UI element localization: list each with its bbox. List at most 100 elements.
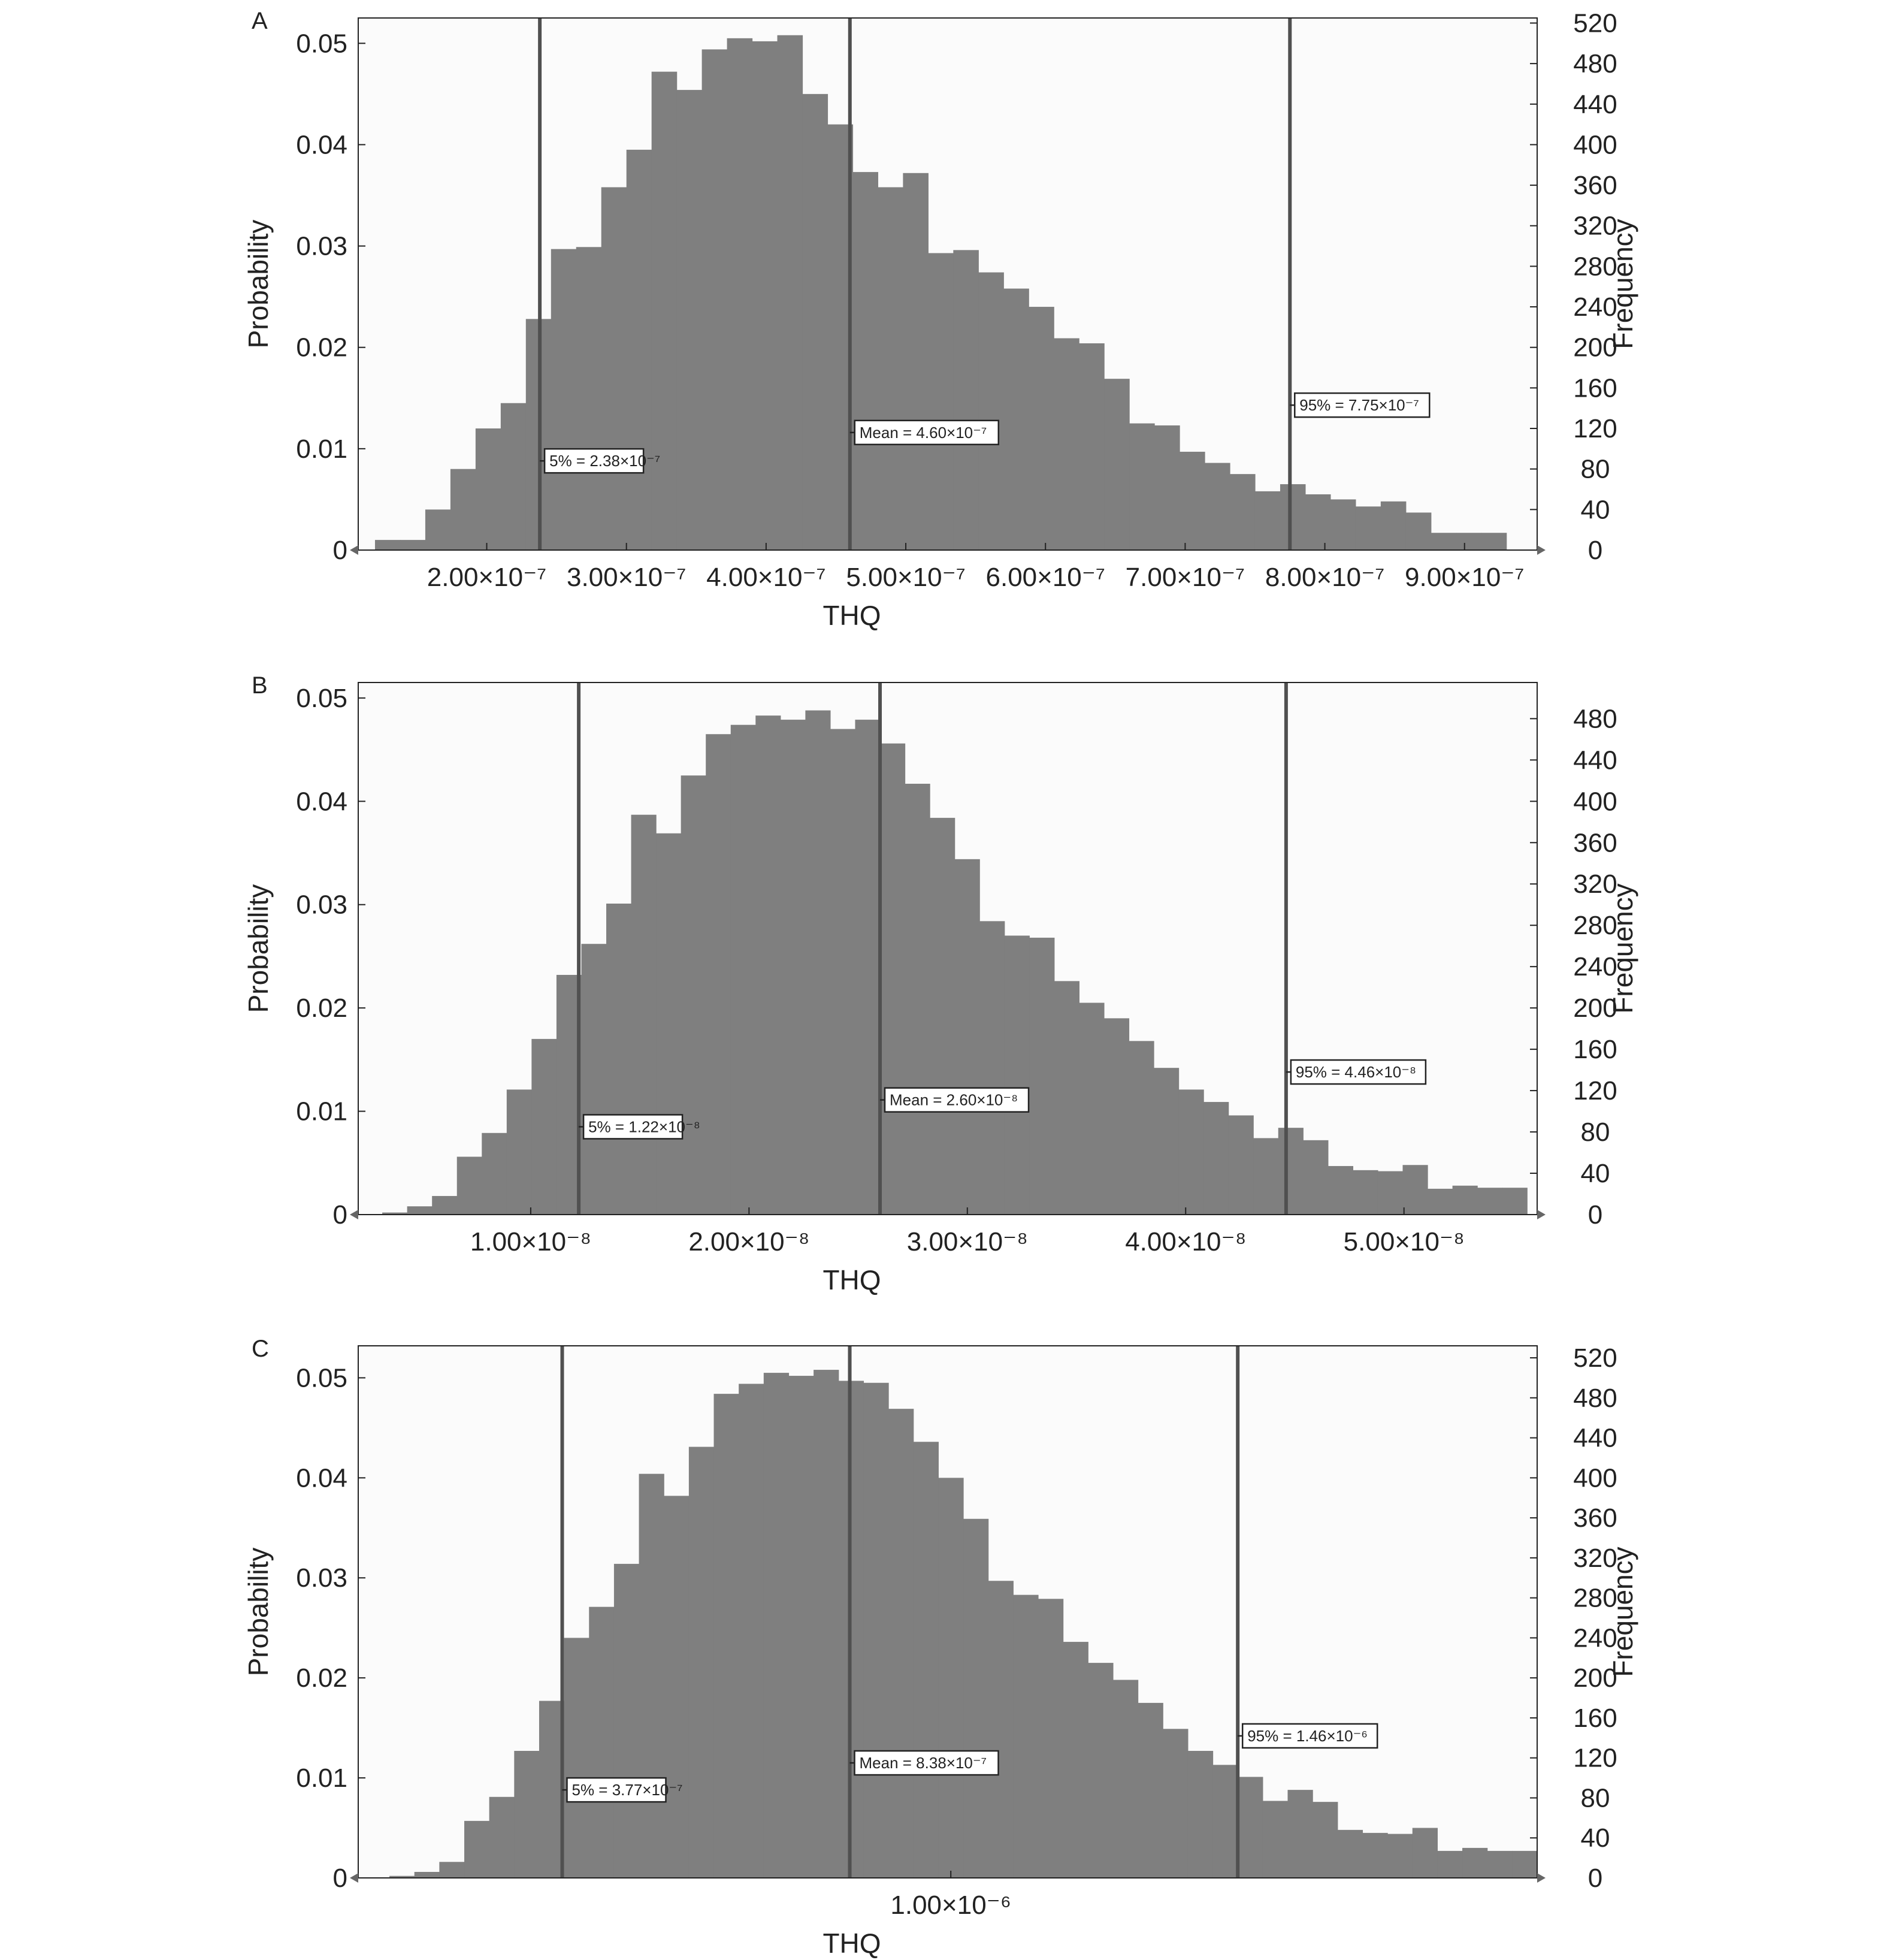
y2-tick-label: 400 bbox=[1573, 1463, 1617, 1493]
y2-tick-label: 440 bbox=[1573, 1424, 1617, 1453]
histogram-bar bbox=[1079, 1002, 1105, 1215]
y-axis-title: Probability bbox=[243, 1548, 274, 1677]
y-tick-label: 0.05 bbox=[296, 1363, 347, 1393]
histogram-bar bbox=[755, 715, 781, 1215]
plot-frame bbox=[358, 1345, 1538, 1879]
histogram-bar bbox=[639, 1473, 664, 1878]
x-tick-label: 3.00×10⁻⁸ bbox=[907, 1227, 1028, 1257]
histogram-bar bbox=[389, 1876, 415, 1878]
histogram-bar bbox=[1380, 501, 1407, 550]
histogram-bar bbox=[1163, 1729, 1189, 1878]
histogram-bar bbox=[1038, 1599, 1064, 1878]
histogram-bar bbox=[407, 1206, 433, 1215]
axis-marker-left bbox=[350, 1873, 358, 1883]
histogram-bar bbox=[1253, 1138, 1279, 1215]
histogram-bar bbox=[664, 1496, 690, 1878]
histogram-bar bbox=[727, 38, 753, 551]
y2-tick-label: 280 bbox=[1573, 1584, 1617, 1613]
x-tick-label: 8.00×10⁻⁷ bbox=[1265, 563, 1384, 592]
histogram-bar bbox=[1305, 494, 1331, 550]
histogram-bar bbox=[1278, 1128, 1304, 1215]
histogram-bar bbox=[805, 710, 831, 1215]
histogram-bar bbox=[1205, 463, 1230, 550]
histogram-bar bbox=[706, 734, 731, 1215]
y-tick-label: 0.01 bbox=[296, 434, 347, 464]
histogram-bar bbox=[1487, 1850, 1513, 1878]
histogram-bar bbox=[752, 41, 778, 551]
histogram-bar bbox=[1063, 1642, 1088, 1878]
y2-tick-label: 120 bbox=[1573, 1744, 1617, 1773]
p95-label-box bbox=[1290, 1059, 1427, 1085]
y-tick-label: 0.05 bbox=[296, 684, 347, 713]
axis-marker-left bbox=[350, 545, 358, 555]
histogram-bar bbox=[1129, 423, 1155, 550]
y-tick-label: 0.03 bbox=[296, 232, 347, 261]
y2-tick-label: 320 bbox=[1573, 869, 1617, 899]
histogram-bar bbox=[1402, 1165, 1428, 1215]
histogram-bar bbox=[1138, 1702, 1163, 1878]
histogram-bar bbox=[938, 1478, 964, 1878]
histogram-bar bbox=[903, 173, 929, 550]
x-tick-label: 4.00×10⁻⁸ bbox=[1125, 1227, 1246, 1257]
p5-label: 5% = 3.77×10⁻⁷ bbox=[571, 1781, 682, 1799]
histogram-bar bbox=[1437, 1850, 1463, 1878]
histogram-bar bbox=[863, 1382, 889, 1878]
histogram-bar bbox=[1362, 1832, 1388, 1878]
y-axis-title: Probability bbox=[243, 220, 274, 349]
y2-tick-label: 480 bbox=[1573, 49, 1617, 78]
y2-tick-label: 40 bbox=[1581, 495, 1610, 524]
y2-tick-label: 40 bbox=[1581, 1823, 1610, 1853]
histogram-bar bbox=[1456, 533, 1482, 550]
histogram-bar bbox=[1254, 491, 1281, 550]
y2-tick-label: 160 bbox=[1573, 1035, 1617, 1064]
histogram-bar bbox=[739, 1384, 764, 1878]
y2-tick-label: 160 bbox=[1573, 373, 1617, 403]
histogram-bar bbox=[464, 1820, 490, 1878]
y2-tick-label: 440 bbox=[1573, 90, 1617, 119]
x-tick-label: 9.00×10⁻⁷ bbox=[1405, 563, 1524, 592]
mean-label: Mean = 4.60×10⁻⁷ bbox=[860, 424, 987, 442]
y2-tick-label: 360 bbox=[1573, 1503, 1617, 1533]
histogram-bar bbox=[382, 1212, 408, 1215]
panel-a: 5% = 2.38×10⁻⁷ Mean = 4.60×10⁻⁷ 95% = 7.75… bbox=[243, 8, 1638, 631]
y-tick-label: 0 bbox=[333, 1200, 347, 1230]
p5-label-box bbox=[582, 1114, 684, 1140]
x-tick-label: 2.00×10⁻⁸ bbox=[688, 1227, 809, 1257]
y2-tick-label: 520 bbox=[1573, 1343, 1617, 1373]
y2-tick-label: 240 bbox=[1573, 952, 1617, 981]
histogram-bar bbox=[1355, 506, 1381, 550]
y-tick-label: 0.03 bbox=[296, 1563, 347, 1593]
y2-tick-label: 480 bbox=[1573, 704, 1617, 733]
x-tick-label: 7.00×10⁻⁷ bbox=[1126, 563, 1245, 592]
histogram-bar bbox=[713, 1394, 739, 1878]
y2-tick-label: 240 bbox=[1573, 292, 1617, 322]
histogram-bar bbox=[730, 724, 756, 1215]
y2-tick-label: 400 bbox=[1573, 130, 1617, 159]
histogram-bar bbox=[606, 903, 632, 1215]
y2-axis-title: Frequency bbox=[1607, 883, 1638, 1013]
histogram-bar bbox=[1337, 1829, 1363, 1878]
y2-tick-label: 80 bbox=[1581, 455, 1610, 484]
x-tick-label: 2.00×10⁻⁷ bbox=[427, 563, 546, 592]
histogram-bar bbox=[425, 509, 451, 550]
y2-tick-label: 200 bbox=[1573, 993, 1617, 1023]
histogram-bar bbox=[432, 1195, 458, 1215]
x-axis-title: THQ bbox=[822, 1928, 881, 1959]
y-tick-label: 0.02 bbox=[296, 1663, 347, 1693]
histogram-bar bbox=[482, 1132, 507, 1215]
histogram-bar bbox=[777, 35, 803, 551]
histogram-bar bbox=[1377, 1171, 1404, 1215]
x-axis-title: THQ bbox=[822, 1264, 881, 1295]
y2-tick-label: 0 bbox=[1588, 1200, 1602, 1230]
p5-label: 5% = 2.38×10⁻⁷ bbox=[549, 452, 660, 470]
histogram-bar bbox=[1054, 338, 1079, 550]
histogram-bar bbox=[489, 1796, 515, 1878]
histogram-bar bbox=[963, 1518, 989, 1878]
histogram-bar bbox=[1313, 1802, 1338, 1878]
histogram-bar bbox=[1280, 484, 1306, 550]
histogram-bar bbox=[1428, 1188, 1453, 1215]
y2-tick-label: 360 bbox=[1573, 828, 1617, 857]
histogram-bar bbox=[979, 921, 1005, 1215]
histogram-bar bbox=[852, 172, 879, 550]
